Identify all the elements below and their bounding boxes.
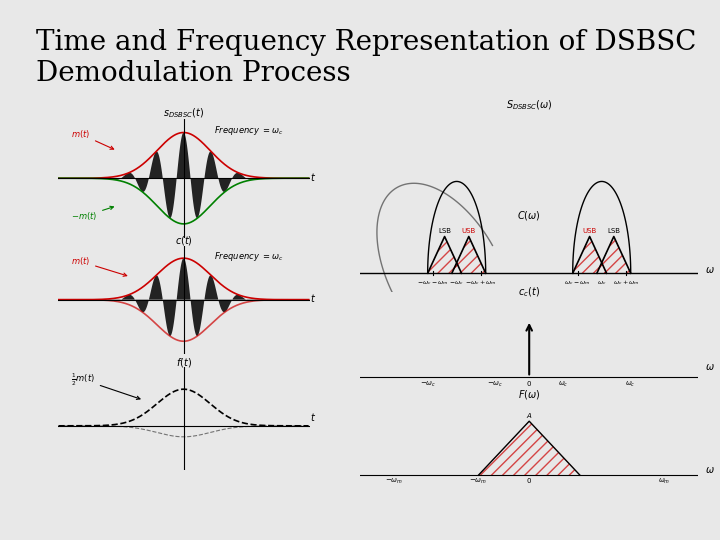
Text: $F(\omega)$: $F(\omega)$ [518,388,541,401]
Text: $-\omega_c$: $-\omega_c$ [420,380,436,389]
Text: $\omega_c$: $\omega_c$ [626,380,636,389]
Text: USB: USB [462,228,476,234]
Text: LSB: LSB [607,228,621,234]
Text: $m(t)$: $m(t)$ [71,128,114,149]
Text: $-\omega_c$: $-\omega_c$ [449,279,464,287]
Text: $\frac{1}{2}m(t)$: $\frac{1}{2}m(t)$ [71,372,140,400]
Text: $t$: $t$ [310,171,316,183]
Text: $s_{DSBSC}(t)$: $s_{DSBSC}(t)$ [163,106,204,120]
Text: $-\omega_c$: $-\omega_c$ [487,380,503,389]
Text: $-\omega_m$: $-\omega_m$ [384,477,403,487]
Text: $0$: $0$ [526,379,532,388]
Text: $t$: $t$ [310,292,316,304]
Text: $-m(t)$: $-m(t)$ [71,206,114,222]
Text: $t$: $t$ [310,410,316,423]
Text: $f(t)$: $f(t)$ [176,356,192,369]
Text: $c_c(t)$: $c_c(t)$ [518,285,540,299]
Text: $\omega_c+\omega_m$: $\omega_c+\omega_m$ [613,278,639,287]
Text: Frequency $= \omega_c$: Frequency $= \omega_c$ [214,249,283,262]
Text: $\omega_c$: $\omega_c$ [558,380,568,389]
Text: LSB: LSB [438,228,451,234]
Text: Time and Frequency Representation of DSBSC
Demodulation Process: Time and Frequency Representation of DSB… [36,29,696,87]
Text: $S_{DSBSC}(\omega)$: $S_{DSBSC}(\omega)$ [506,98,552,112]
Text: $\omega$: $\omega$ [705,465,715,475]
Text: $\omega$: $\omega$ [705,265,715,275]
Text: Frequency $= \omega_c$: Frequency $= \omega_c$ [214,124,283,137]
Text: $0$: $0$ [526,476,532,485]
Text: $-\omega_c+\omega_m$: $-\omega_c+\omega_m$ [465,278,497,287]
Text: $m(t)$: $m(t)$ [71,255,127,276]
Text: $c(t)$: $c(t)$ [175,234,192,247]
Text: $\omega_c-\omega_m$: $\omega_c-\omega_m$ [564,279,591,287]
Text: $A$: $A$ [526,411,533,421]
Text: $\omega$: $\omega$ [705,362,715,373]
Text: $C(\omega)$: $C(\omega)$ [518,208,541,221]
Text: $-\omega_c-\omega_m$: $-\omega_c-\omega_m$ [417,279,449,287]
Text: $\omega_c$: $\omega_c$ [597,279,606,287]
Text: $\omega_m$: $\omega_m$ [658,477,671,487]
Text: $-\omega_m$: $-\omega_m$ [469,477,487,487]
Text: USB: USB [582,228,597,234]
